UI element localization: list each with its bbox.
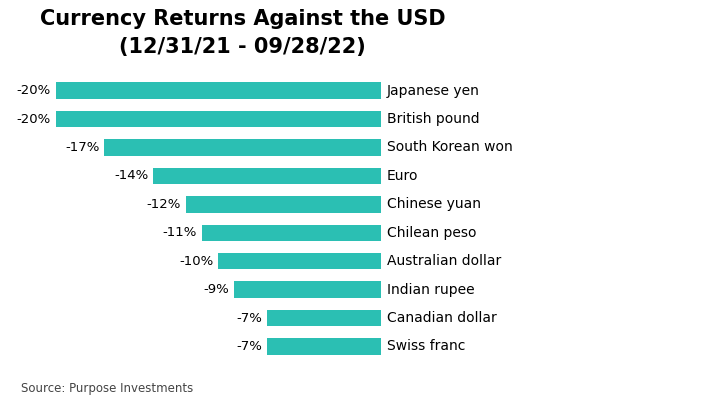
Bar [105, 139, 380, 156]
Bar [153, 168, 380, 184]
Text: -14%: -14% [114, 169, 148, 182]
Text: -7%: -7% [236, 312, 262, 324]
Text: Chinese yuan: Chinese yuan [387, 197, 481, 211]
Text: -7%: -7% [236, 340, 262, 353]
Text: Australian dollar: Australian dollar [387, 254, 501, 268]
Title: Currency Returns Against the USD
(12/31/21 - 09/28/22): Currency Returns Against the USD (12/31/… [40, 9, 445, 57]
Text: -10%: -10% [179, 255, 213, 268]
Text: Chilean peso: Chilean peso [387, 226, 477, 240]
Bar [56, 111, 380, 127]
Text: British pound: British pound [387, 112, 479, 126]
Bar [202, 225, 380, 241]
Bar [56, 83, 380, 99]
Text: -9%: -9% [204, 283, 230, 296]
Text: -20%: -20% [17, 113, 51, 126]
Text: Indian rupee: Indian rupee [387, 283, 475, 297]
Bar [186, 196, 380, 213]
Text: -12%: -12% [146, 198, 181, 211]
Text: Canadian dollar: Canadian dollar [387, 311, 497, 325]
Text: -20%: -20% [17, 84, 51, 97]
Bar [218, 253, 380, 269]
Bar [234, 282, 380, 298]
Text: Japanese yen: Japanese yen [387, 84, 480, 98]
Bar [267, 310, 380, 326]
Text: Swiss franc: Swiss franc [387, 339, 465, 353]
Bar [267, 338, 380, 354]
Text: -17%: -17% [65, 141, 100, 154]
Text: Source: Purpose Investments: Source: Purpose Investments [21, 382, 193, 395]
Text: Euro: Euro [387, 169, 418, 183]
Text: -11%: -11% [162, 226, 197, 239]
Text: South Korean won: South Korean won [387, 140, 512, 154]
